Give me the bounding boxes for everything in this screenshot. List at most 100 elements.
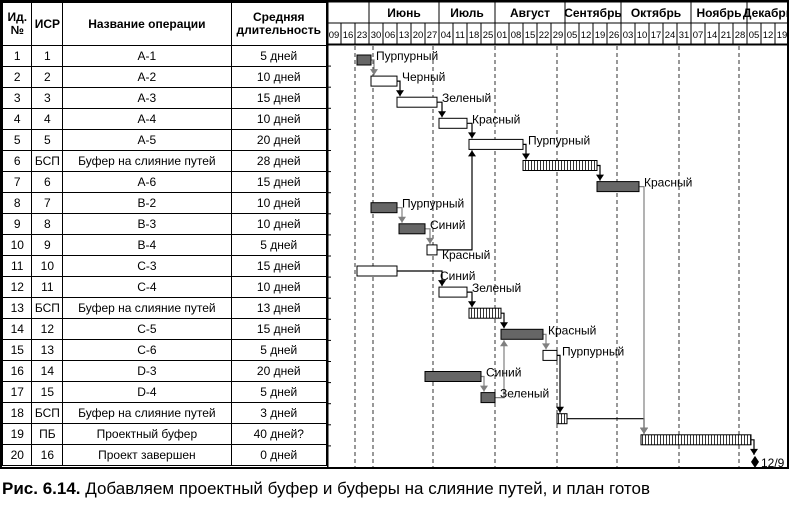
cell-duration: 10 дней bbox=[230, 192, 328, 214]
dependency-link bbox=[437, 150, 476, 251]
task-bar bbox=[370, 202, 398, 214]
cell-id: 16 bbox=[1, 360, 33, 382]
week-label: 09 bbox=[329, 30, 340, 41]
cell-name: C-4 bbox=[62, 276, 232, 298]
header-wbs: ИСР bbox=[31, 2, 64, 46]
cell-duration: 28 дней bbox=[230, 150, 328, 172]
cell-duration: 13 дней bbox=[230, 297, 328, 319]
table-row: 15 13 C-6 5 дней bbox=[1, 339, 328, 361]
cell-wbs: 13 bbox=[31, 339, 64, 361]
week-label: 30 bbox=[371, 30, 382, 41]
resource-label: Пурпурный bbox=[402, 197, 464, 211]
week-label: 24 bbox=[665, 30, 676, 41]
dependency-link bbox=[437, 101, 446, 118]
table-row: 10 9 B-4 5 дней bbox=[1, 234, 328, 256]
cell-duration: 5 дней bbox=[230, 381, 328, 403]
week-label: 07 bbox=[693, 30, 704, 41]
cell-id: 18 bbox=[1, 402, 33, 424]
dependency-link bbox=[639, 186, 648, 434]
dependency-link bbox=[396, 80, 404, 97]
dependency-link bbox=[750, 439, 758, 455]
cell-duration: 5 дней bbox=[230, 45, 328, 67]
week-label: 18 bbox=[469, 30, 480, 41]
cell-wbs: 16 bbox=[31, 444, 64, 466]
week-label: 12 bbox=[581, 30, 592, 41]
table-row: 1 1 A-1 5 дней bbox=[1, 45, 328, 67]
cell-wbs: 1 bbox=[31, 45, 64, 67]
dependency-link bbox=[567, 418, 648, 434]
month-label: Декабрь bbox=[743, 6, 789, 20]
cell-name: C-6 bbox=[62, 339, 232, 361]
week-label: 05 bbox=[567, 30, 578, 41]
task-bar bbox=[396, 96, 438, 108]
week-label: 21 bbox=[721, 30, 732, 41]
resource-label: Синий bbox=[486, 366, 521, 380]
resource-label: Черный bbox=[402, 70, 445, 84]
cell-wbs: 9 bbox=[31, 234, 64, 256]
month-label: Август bbox=[510, 6, 550, 20]
resource-label: Красный bbox=[472, 112, 520, 126]
cell-wbs: 8 bbox=[31, 213, 64, 235]
week-label: 06 bbox=[385, 30, 396, 41]
week-label: 13 bbox=[399, 30, 410, 41]
milestone-label: 12/9 bbox=[761, 456, 785, 467]
cell-name: Буфер на слияние путей bbox=[62, 402, 232, 424]
header-name: Название операции bbox=[62, 2, 232, 46]
dependency-link bbox=[467, 122, 476, 139]
table-row: 13 БСП Буфер на слияние путей 13 дней bbox=[1, 297, 328, 319]
cell-duration: 15 дней bbox=[230, 87, 328, 109]
week-label: 17 bbox=[651, 30, 662, 41]
table-row: 6 БСП Буфер на слияние путей 28 дней bbox=[1, 150, 328, 172]
cell-id: 3 bbox=[1, 87, 33, 109]
week-label: 15 bbox=[525, 30, 536, 41]
table-row: 9 8 B-3 10 дней bbox=[1, 213, 328, 235]
week-label: 03 bbox=[623, 30, 634, 41]
month-label: Июль bbox=[450, 6, 484, 20]
task-bar bbox=[438, 286, 468, 298]
task-bar bbox=[480, 392, 496, 404]
resource-label: Красный bbox=[644, 176, 692, 190]
month-cell bbox=[327, 2, 370, 24]
dependency-link bbox=[397, 207, 406, 223]
gantt-timeline: Июнь Июль Август Сентябрь Октябрь Ноябрь Декаб… bbox=[327, 2, 789, 467]
cell-wbs: 2 bbox=[31, 66, 64, 88]
resource-label: Красный bbox=[442, 248, 490, 262]
cell-duration: 3 дней bbox=[230, 402, 328, 424]
cell-id: 9 bbox=[1, 213, 33, 235]
cell-duration: 10 дней bbox=[230, 108, 328, 130]
buffer-bar bbox=[522, 160, 598, 171]
cell-name: A-2 bbox=[62, 66, 232, 88]
table-row: 3 3 A-3 15 дней bbox=[1, 87, 328, 109]
cell-name: Проект завершен bbox=[62, 444, 232, 466]
week-label: 20 bbox=[413, 30, 424, 41]
task-bar bbox=[356, 54, 372, 66]
cell-id: 10 bbox=[1, 234, 33, 256]
dependency-link bbox=[425, 228, 434, 244]
table-row: 19 ПБ Проектный буфер 40 дней? bbox=[1, 423, 328, 445]
cell-duration: 40 дней? bbox=[230, 423, 328, 445]
cell-name: Буфер на слияние путей bbox=[62, 150, 232, 172]
cell-duration: 0 дней bbox=[230, 444, 328, 466]
task-bar bbox=[424, 371, 482, 382]
cell-id: 14 bbox=[1, 318, 33, 340]
table-row: 8 7 B-2 10 дней bbox=[1, 192, 328, 214]
cell-name: B-2 bbox=[62, 192, 232, 214]
header-duration: Средняя длительность bbox=[230, 2, 328, 46]
cell-id: 7 bbox=[1, 171, 33, 193]
cell-id: 6 bbox=[1, 150, 33, 172]
week-label: 28 bbox=[735, 30, 746, 41]
cell-wbs: 6 bbox=[31, 171, 64, 193]
table-header: Ид. № ИСР Название операции Средняя длит… bbox=[1, 2, 328, 46]
buffer-bar bbox=[468, 307, 502, 319]
week-label: 04 bbox=[441, 30, 452, 41]
week-label: 23 bbox=[357, 30, 368, 41]
week-label: 08 bbox=[511, 30, 522, 41]
week-label: 16 bbox=[343, 30, 354, 41]
dependency-link bbox=[480, 375, 488, 392]
cell-duration: 10 дней bbox=[230, 66, 328, 88]
week-label: 25 bbox=[483, 30, 494, 41]
cell-name: A-1 bbox=[62, 45, 232, 67]
task-bar bbox=[356, 265, 398, 277]
dependency-link bbox=[467, 291, 476, 308]
table-row: 12 11 C-4 10 дней bbox=[1, 276, 328, 298]
